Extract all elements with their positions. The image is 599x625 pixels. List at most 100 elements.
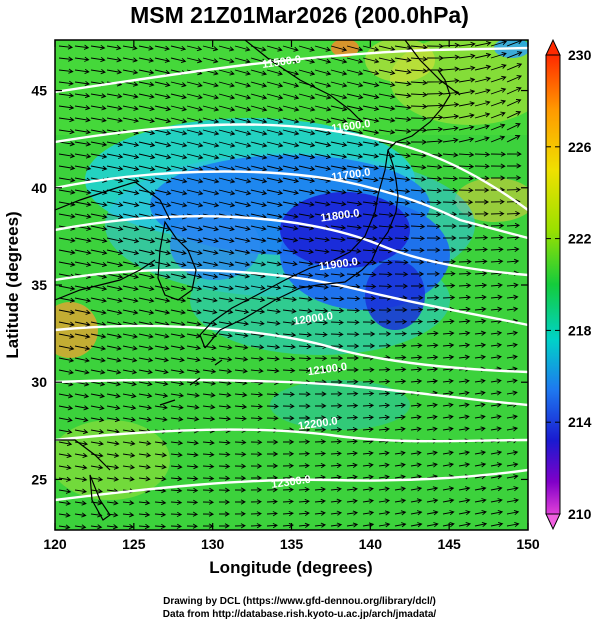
wind-arrow <box>458 294 472 301</box>
wind-arrow <box>442 102 460 108</box>
wind-arrow <box>186 225 204 232</box>
wind-arrow <box>378 81 396 88</box>
wind-arrow <box>266 105 284 112</box>
wind-arrow <box>170 416 184 422</box>
wind-arrow <box>474 498 487 504</box>
wind-arrow <box>426 114 444 121</box>
wind-arrow <box>170 487 183 494</box>
wind-arrow <box>90 117 107 123</box>
wind-arrow <box>122 117 140 123</box>
wind-arrow <box>490 498 503 504</box>
wind-arrow <box>378 498 391 504</box>
wind-arrow <box>122 57 138 63</box>
wind-arrow <box>154 249 172 256</box>
wind-arrow <box>506 187 521 193</box>
wind-arrow <box>186 117 204 124</box>
wind-arrow <box>250 403 264 410</box>
wind-arrow <box>186 487 199 494</box>
wind-arrow <box>186 416 200 422</box>
wind-arrow <box>490 354 502 360</box>
wind-arrow <box>506 258 520 264</box>
wind-arrow <box>266 499 278 505</box>
colorbar-tick-label: 210 <box>568 506 592 522</box>
wind-arrow <box>282 81 300 88</box>
wind-arrow <box>458 101 476 107</box>
contour-label: 12100.0 <box>307 361 348 378</box>
wind-arrow <box>426 522 439 528</box>
wind-arrow <box>346 57 364 64</box>
wind-arrow <box>442 247 457 253</box>
wind-arrow <box>170 117 188 124</box>
wind-arrow <box>154 392 169 399</box>
wind-arrow <box>410 295 424 301</box>
wind-arrow <box>426 426 438 432</box>
wind-arrow <box>202 81 219 88</box>
wind-arrow <box>410 366 423 373</box>
wind-arrow <box>410 247 425 253</box>
wind-arrow <box>298 498 310 505</box>
wind-arrow <box>250 297 266 303</box>
wind-arrow <box>138 452 152 458</box>
wind-arrow <box>170 249 187 256</box>
wind-arrow <box>58 405 74 411</box>
wind-arrow <box>202 177 220 184</box>
wind-arrow <box>170 225 188 232</box>
wind-arrow <box>106 213 124 220</box>
wind-arrow <box>362 343 376 349</box>
wind-arrow <box>394 426 406 432</box>
wind-arrow <box>170 511 183 518</box>
wind-arrow <box>378 367 391 373</box>
wind-arrow <box>298 296 313 302</box>
wind-arrow <box>218 297 234 303</box>
wind-arrow <box>442 271 456 277</box>
wind-arrow <box>330 81 348 88</box>
wind-arrow <box>250 225 267 231</box>
wind-arrow <box>106 153 124 159</box>
wind-arrow <box>394 331 408 337</box>
wind-arrow <box>74 512 87 518</box>
wind-arrow <box>234 81 252 88</box>
wind-arrow <box>442 390 454 396</box>
wind-arrow <box>58 345 75 351</box>
wind-arrow <box>346 201 363 207</box>
wind-arrow <box>186 45 203 52</box>
wind-arrow <box>58 141 76 147</box>
wind-arrow <box>74 237 92 243</box>
wind-arrow <box>394 128 412 134</box>
wind-arrow <box>314 153 332 160</box>
wind-arrow <box>346 307 361 314</box>
wind-arrow <box>138 273 155 280</box>
wind-arrow <box>282 45 299 52</box>
contour-line <box>55 268 528 327</box>
wind-arrow <box>202 249 219 256</box>
wind-arrow <box>186 368 201 375</box>
wind-arrow <box>426 330 439 337</box>
wind-arrow <box>250 189 268 196</box>
wind-arrow <box>314 439 327 445</box>
wind-arrow <box>458 462 471 468</box>
wind-arrow <box>330 165 348 171</box>
wind-arrow <box>154 45 170 51</box>
wind-arrow <box>506 474 519 480</box>
wind-arrow <box>426 235 441 241</box>
wind-arrow <box>90 476 104 482</box>
wind-arrow <box>282 213 299 219</box>
wind-arrow <box>282 284 298 290</box>
wind-arrow <box>330 474 342 480</box>
wind-arrow <box>154 523 167 530</box>
wind-arrow <box>330 391 343 397</box>
wind-arrow <box>266 284 282 291</box>
wind-arrow <box>154 476 167 482</box>
wind-arrow <box>234 45 251 52</box>
wind-arrow <box>122 69 139 75</box>
wind-arrow <box>458 89 476 95</box>
wind-arrow <box>106 201 124 208</box>
wind-arrow <box>330 141 348 148</box>
wind-arrow <box>298 343 312 350</box>
coastline-ryukyu <box>159 359 223 406</box>
wind-arrow <box>458 342 471 348</box>
wind-arrow <box>314 236 331 243</box>
wind-arrow <box>490 246 504 253</box>
wind-arrow <box>426 366 439 372</box>
wind-arrow <box>186 345 202 351</box>
